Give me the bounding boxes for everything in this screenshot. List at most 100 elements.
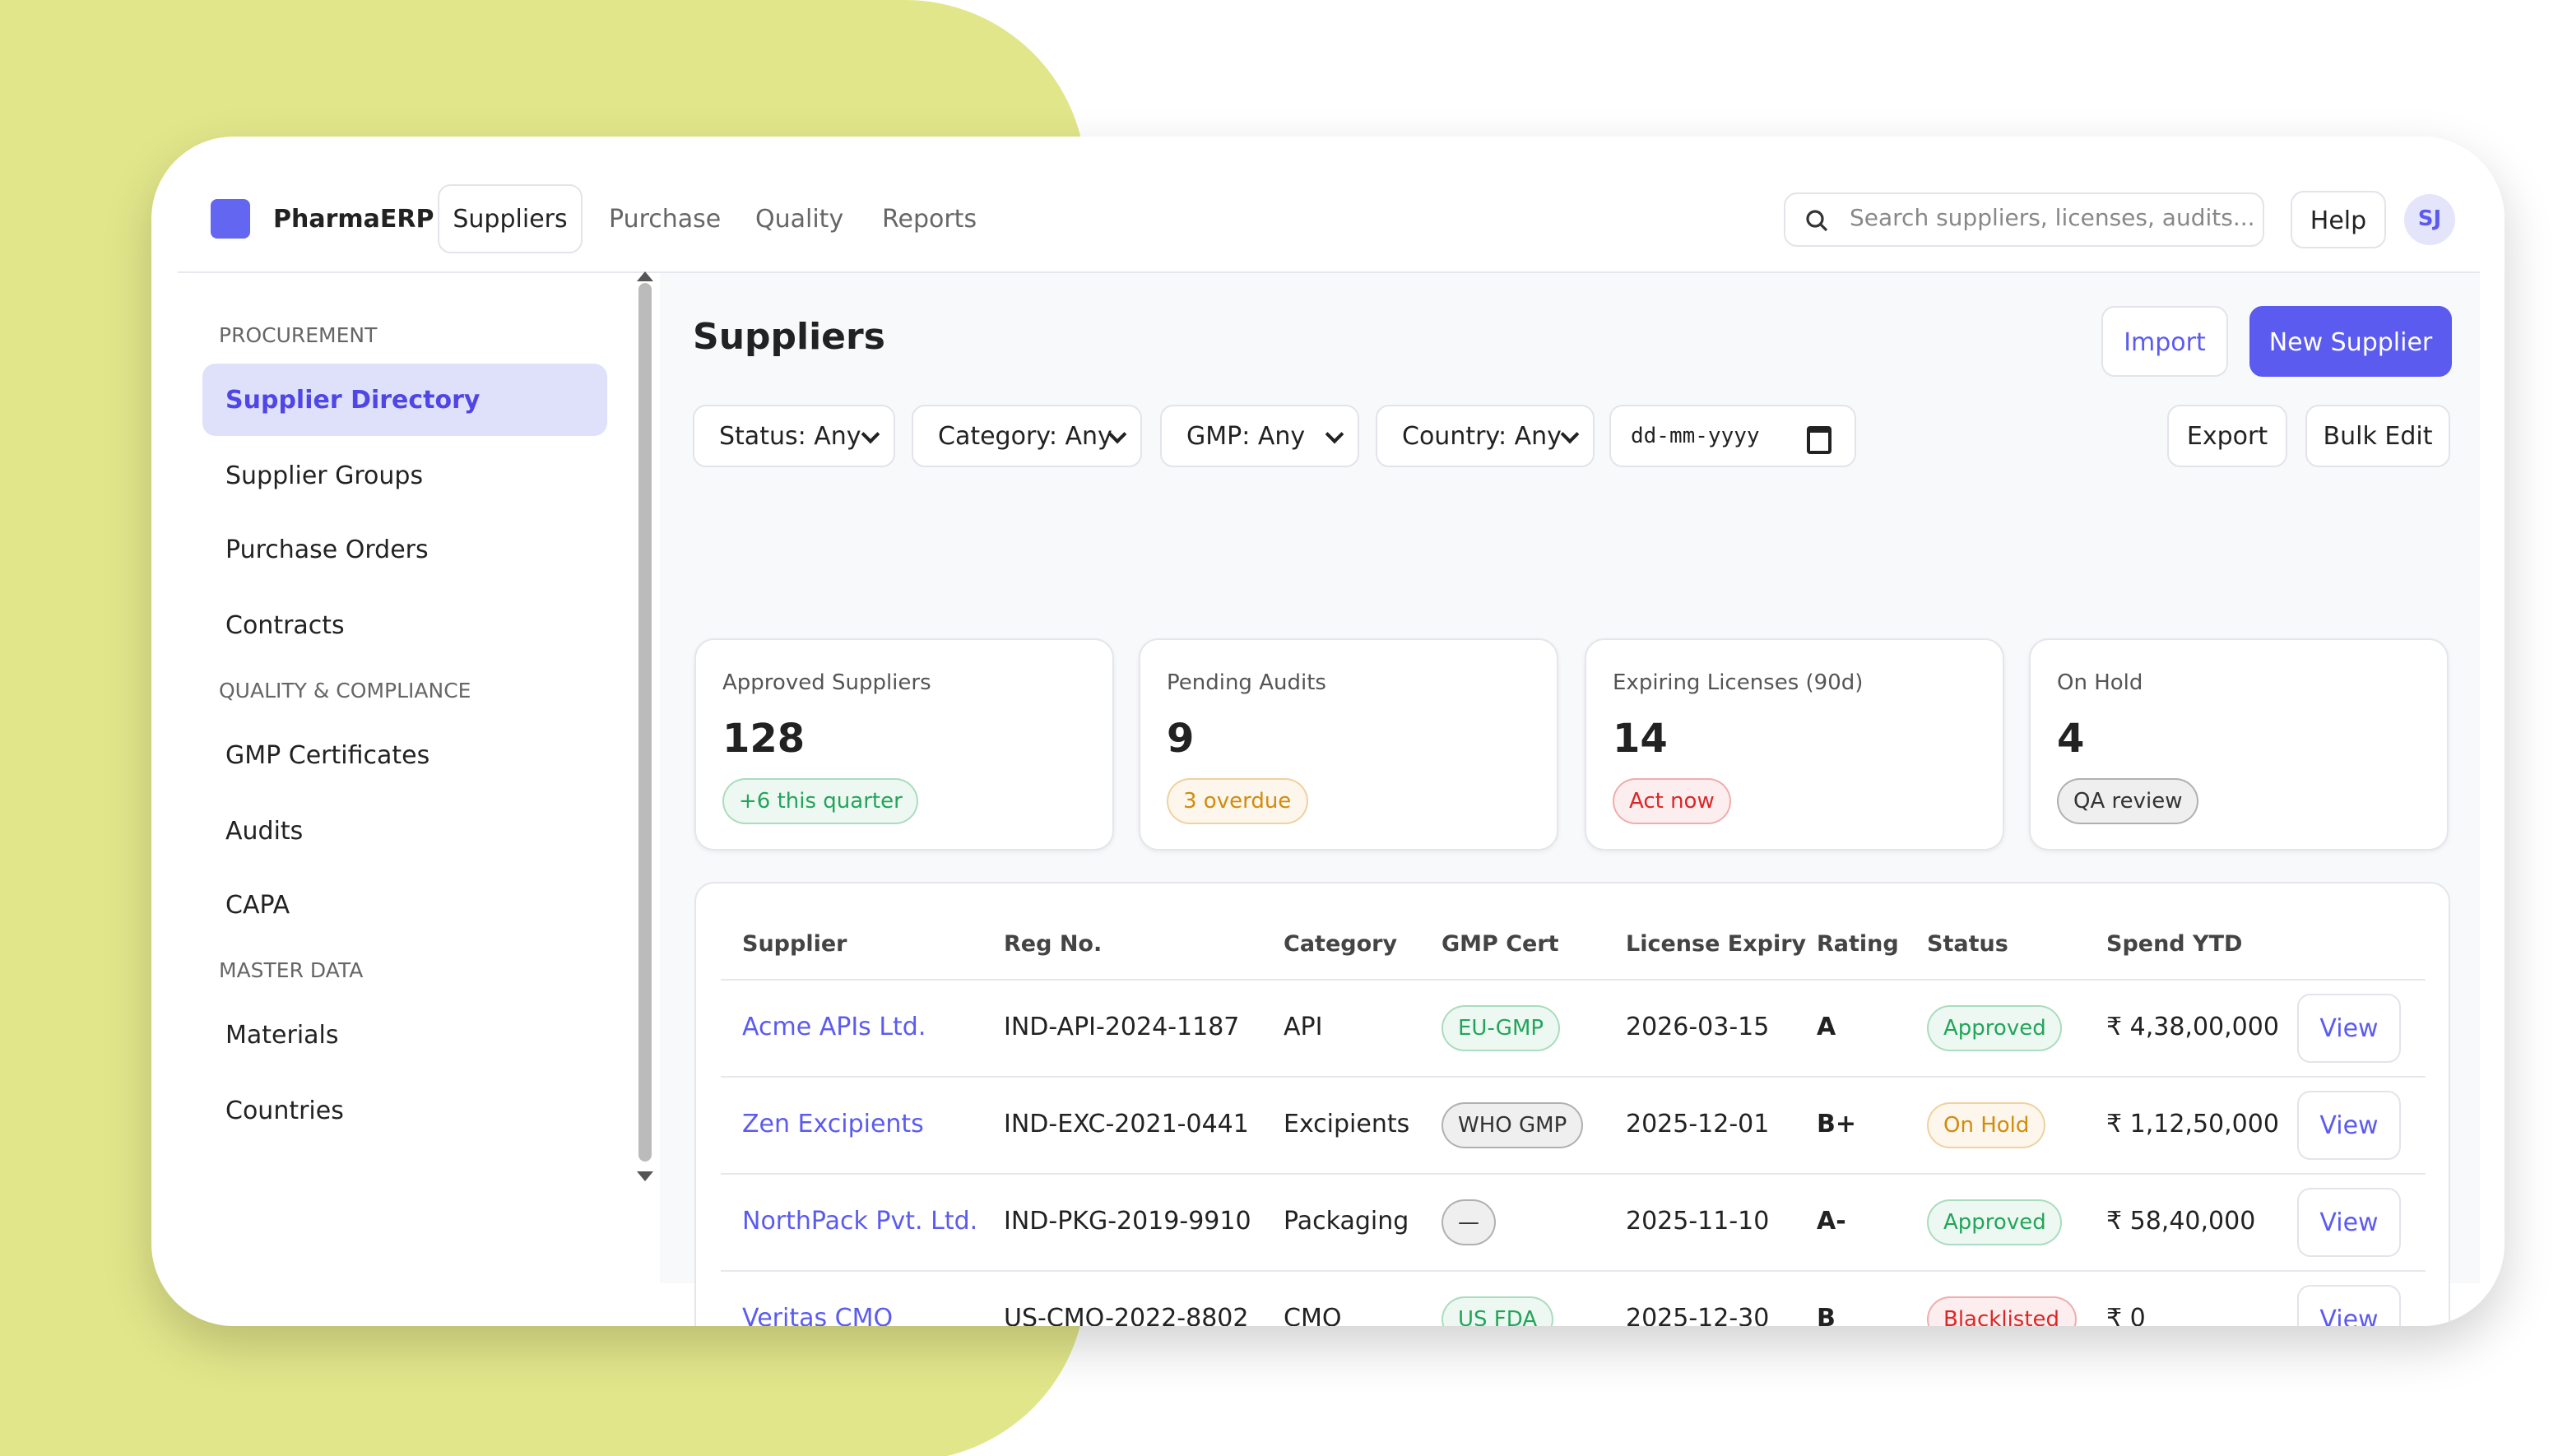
app-window: PharmaERP Search suppliers, licenses, au… xyxy=(151,137,2505,1326)
category: Packaging xyxy=(1284,1206,1409,1236)
column-header: Status xyxy=(1927,931,2008,958)
new-supplier-button[interactable]: New Supplier xyxy=(2249,306,2452,377)
filter-select[interactable]: Status: Any xyxy=(693,405,895,467)
calendar-icon xyxy=(1807,426,1832,454)
kpi-value: 4 xyxy=(2057,716,2085,762)
chevron xyxy=(1325,424,1344,444)
sidebar-item[interactable]: Materials xyxy=(225,1019,339,1050)
row-divider xyxy=(721,979,2426,981)
sidebar-item[interactable]: CAPA xyxy=(225,890,290,920)
supplier-link[interactable]: Zen Excipients xyxy=(742,1109,924,1138)
reg-no: IND-EXC-2021-0441 xyxy=(1004,1109,1249,1138)
sidebar-item[interactable]: Audits xyxy=(225,815,304,845)
license-expiry: 2025-11-10 xyxy=(1626,1206,1770,1236)
row-divider xyxy=(721,1173,2426,1175)
rating: A xyxy=(1817,1012,1836,1041)
status-badge: Blacklisted xyxy=(1927,1296,2077,1326)
filter-label: Status: Any xyxy=(719,421,861,451)
help-button[interactable]: Help xyxy=(2291,191,2386,248)
reg-no: IND-PKG-2019-9910 xyxy=(1004,1206,1251,1236)
supplier-link[interactable]: NorthPack Pvt. Ltd. xyxy=(742,1206,978,1236)
sidebar-item[interactable]: Countries xyxy=(225,1095,344,1125)
kpi-label: Pending Audits xyxy=(1167,671,1326,696)
bulk-edit-button[interactable]: Bulk Edit xyxy=(2305,405,2450,467)
sidebar-item[interactable]: Supplier Directory xyxy=(202,364,607,436)
rating: B xyxy=(1817,1303,1836,1326)
column-header: Category xyxy=(1284,931,1398,958)
spend-ytd: ₹ 0 xyxy=(2106,1303,2146,1326)
logo xyxy=(211,199,250,239)
search-placeholder: Search suppliers, licenses, audits... xyxy=(1850,206,2255,232)
sidebar-item[interactable]: Purchase Orders xyxy=(225,535,429,565)
kpi-badge: Act now xyxy=(1613,778,1731,824)
chevron xyxy=(861,424,880,444)
row-divider xyxy=(721,1076,2426,1078)
rating: A- xyxy=(1817,1206,1846,1236)
filter-select[interactable]: Category: Any xyxy=(912,405,1142,467)
rating: B+ xyxy=(1817,1109,1857,1138)
kpi-value: 14 xyxy=(1613,716,1668,762)
page-title: Suppliers xyxy=(693,318,885,359)
category: API xyxy=(1284,1012,1323,1041)
kpi-value: 9 xyxy=(1167,716,1195,762)
view-button[interactable]: View xyxy=(2297,1285,2401,1326)
kpi-card: On Hold 4 QA review xyxy=(2029,638,2449,851)
kpi-badge: 3 overdue xyxy=(1167,778,1308,824)
column-header: Rating xyxy=(1817,931,1899,958)
avatar[interactable]: SJ xyxy=(2404,194,2455,245)
nav-link[interactable]: Suppliers xyxy=(438,184,583,253)
view-button[interactable]: View xyxy=(2297,994,2401,1063)
nav-link[interactable]: Reports xyxy=(882,204,977,234)
gmp-badge: EU-GMP xyxy=(1442,1005,1561,1051)
sidebar-item[interactable]: GMP Certificates xyxy=(225,740,430,770)
header-divider xyxy=(178,271,2480,273)
table-panel: Supplier Reg No. Category GMP Cert License E… xyxy=(694,882,2450,1326)
kpi-badge: +6 this quarter xyxy=(722,778,919,824)
nav-link[interactable]: Purchase xyxy=(609,204,722,234)
export-button[interactable]: Export xyxy=(2167,405,2287,467)
view-button[interactable]: View xyxy=(2297,1091,2401,1160)
search-icon xyxy=(1806,210,1828,232)
category: Excipients xyxy=(1284,1109,1410,1138)
supplier-link[interactable]: Veritas CMO xyxy=(742,1303,894,1326)
reg-no: US-CMO-2022-8802 xyxy=(1004,1303,1249,1326)
filter-label: GMP: Any xyxy=(1186,421,1306,451)
kpi-card: Pending Audits 9 3 overdue xyxy=(1139,638,1558,851)
filter-select[interactable]: Country: Any xyxy=(1376,405,1595,467)
category: CMO xyxy=(1284,1303,1342,1326)
column-header: Spend YTD xyxy=(2106,931,2243,958)
date-placeholder: dd-mm-yyyy xyxy=(1631,424,1760,448)
license-expiry: 2025-12-30 xyxy=(1626,1303,1770,1326)
filter-select[interactable]: GMP: Any xyxy=(1160,405,1359,467)
column-header: GMP Cert xyxy=(1442,931,1559,958)
kpi-card: Expiring Licenses (90d) 14 Act now xyxy=(1585,638,2004,851)
scrollbar xyxy=(638,283,652,1162)
brand: PharmaERP xyxy=(273,204,434,234)
view-button[interactable]: View xyxy=(2297,1188,2401,1257)
column-header: Reg No. xyxy=(1004,931,1103,958)
search-box[interactable]: Search suppliers, licenses, audits... xyxy=(1784,192,2264,247)
spend-ytd: ₹ 1,12,50,000 xyxy=(2106,1109,2279,1138)
column-header: License Expiry xyxy=(1626,931,1807,958)
kpi-value: 128 xyxy=(722,716,805,762)
nav-link[interactable]: Quality xyxy=(755,204,844,234)
scroll-arrow xyxy=(637,271,653,281)
sidebar-heading: QUALITY & COMPLIANCE xyxy=(219,677,471,702)
supplier-link[interactable]: Acme APIs Ltd. xyxy=(742,1012,926,1041)
kpi-card: Approved Suppliers 128 +6 this quarter xyxy=(694,638,1114,851)
date-input[interactable]: dd-mm-yyyy xyxy=(1609,405,1856,467)
sidebar-item[interactable]: Supplier Groups xyxy=(225,460,424,490)
sidebar-item[interactable]: Contracts xyxy=(225,610,345,641)
license-expiry: 2026-03-15 xyxy=(1626,1012,1770,1041)
kpi-label: On Hold xyxy=(2057,671,2143,696)
kpi-label: Expiring Licenses (90d) xyxy=(1613,671,1864,696)
filter-label: Category: Any xyxy=(938,421,1112,451)
sidebar-heading: MASTER DATA xyxy=(219,957,364,982)
spend-ytd: ₹ 58,40,000 xyxy=(2106,1206,2256,1236)
import-button[interactable]: Import xyxy=(2101,306,2228,377)
status-badge: Approved xyxy=(1927,1199,2063,1245)
gmp-badge: WHO GMP xyxy=(1442,1102,1584,1148)
sidebar: PROCUREMENT Supplier Directory Supplier Gr… xyxy=(151,271,660,1326)
